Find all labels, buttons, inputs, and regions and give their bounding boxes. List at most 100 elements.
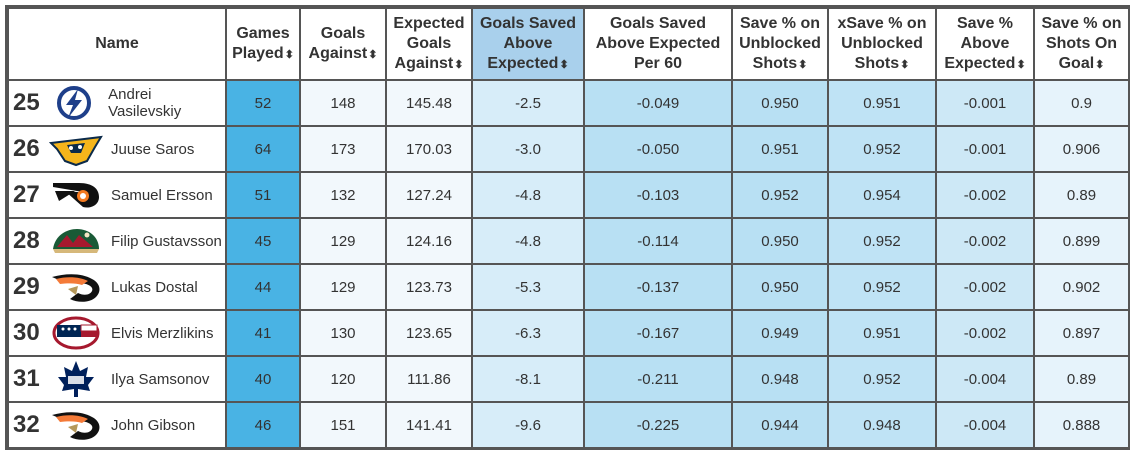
xsave-pct-unblocked-cell: 0.951: [827, 309, 937, 357]
expected-goals-against-cell: 123.65: [385, 309, 473, 357]
table-row[interactable]: 31 Ilya Samsonov 40 120 111.86 -8.1 -0.2…: [7, 355, 1130, 403]
games-played-cell: 64: [225, 125, 301, 173]
table-row[interactable]: 27 Samuel Ersson 51 132 127.24 -4.8 -0.1…: [7, 171, 1130, 219]
goals-against-cell: 129: [299, 263, 387, 311]
save-pct-above-expected-cell: -0.002: [935, 217, 1035, 265]
goals-against-cell: 151: [299, 401, 387, 449]
table-row[interactable]: 28 Filip Gustavsson 45 129 124.16 -4.8 -…: [7, 217, 1130, 265]
gsae-per60-cell: -0.049: [583, 79, 733, 127]
goals-against-cell: 130: [299, 309, 387, 357]
gsae-cell: -3.0: [471, 125, 585, 173]
table-row[interactable]: 25 Andrei Vasilevskiy 52 148 145.48 -2.5…: [7, 79, 1130, 127]
save-pct-unblocked-cell: 0.952: [731, 171, 829, 219]
header-label: xSave % on Unblocked Shots: [837, 14, 927, 72]
save-pct-sog-cell: 0.89: [1033, 171, 1130, 219]
header-xsave-pct-unblocked[interactable]: xSave % on Unblocked Shots⬍: [827, 7, 937, 81]
header-games-played[interactable]: Games Played⬍: [225, 7, 301, 81]
rank: 28: [13, 227, 40, 254]
header-label: Goals Saved Above Expected: [479, 14, 577, 72]
sort-icon: ⬍: [1016, 58, 1026, 71]
gsae-cell: -8.1: [471, 355, 585, 403]
sort-icon: ⬍: [900, 58, 910, 71]
gsae-cell: -4.8: [471, 171, 585, 219]
save-pct-unblocked-cell: 0.950: [731, 217, 829, 265]
minnesota-wild-logo-icon: [47, 220, 105, 262]
save-pct-unblocked-cell: 0.944: [731, 401, 829, 449]
gsae-per60-cell: -0.225: [583, 401, 733, 449]
gsae-per60-cell: -0.050: [583, 125, 733, 173]
player-name[interactable]: Andrei Vasilevskiy: [108, 86, 182, 120]
player-cell[interactable]: 26 Juuse Saros: [7, 125, 227, 173]
player-name[interactable]: John Gibson: [111, 416, 196, 434]
header-name[interactable]: Name: [7, 7, 227, 81]
rank: 26: [13, 135, 40, 162]
save-pct-sog-cell: 0.906: [1033, 125, 1130, 173]
rank: 27: [13, 181, 40, 208]
header-gsae-per60[interactable]: Goals Saved Above Expected Per 60: [583, 7, 733, 81]
save-pct-above-expected-cell: -0.002: [935, 171, 1035, 219]
columbus-blue-jackets-logo-icon: [47, 312, 105, 354]
expected-goals-against-cell: 127.24: [385, 171, 473, 219]
player-name[interactable]: Juuse Saros: [111, 140, 195, 158]
sort-icon: ⬍: [1095, 58, 1105, 71]
gsae-cell: -2.5: [471, 79, 585, 127]
save-pct-above-expected-cell: -0.001: [935, 79, 1035, 127]
player-name[interactable]: Samuel Ersson: [111, 186, 213, 204]
xsave-pct-unblocked-cell: 0.952: [827, 125, 937, 173]
gsae-per60-cell: -0.167: [583, 309, 733, 357]
expected-goals-against-cell: 145.48: [385, 79, 473, 127]
save-pct-above-expected-cell: -0.004: [935, 355, 1035, 403]
gsae-cell: -6.3: [471, 309, 585, 357]
player-cell[interactable]: 32 John Gibson: [7, 401, 227, 449]
header-row: Name Games Played⬍ Goals Against⬍ Expect…: [7, 7, 1130, 81]
header-label: Save % on Shots On Goal: [1041, 14, 1122, 72]
table-row[interactable]: 32 John Gibson 46 151 141.41 -9.6 -0.225…: [7, 401, 1130, 449]
games-played-cell: 44: [225, 263, 301, 311]
player-name[interactable]: Lukas Dostal: [111, 278, 198, 296]
games-played-cell: 52: [225, 79, 301, 127]
gsae-per60-cell: -0.114: [583, 217, 733, 265]
expected-goals-against-cell: 124.16: [385, 217, 473, 265]
header-label: Save % on Unblocked Shots: [739, 14, 821, 72]
games-played-cell: 46: [225, 401, 301, 449]
xsave-pct-unblocked-cell: 0.952: [827, 355, 937, 403]
nashville-predators-logo-icon: [47, 128, 105, 170]
goalie-stats-table-container: Name Games Played⬍ Goals Against⬍ Expect…: [5, 5, 1130, 450]
header-gsae[interactable]: Goals Saved Above Expected⬍: [471, 7, 585, 81]
rank: 30: [13, 319, 40, 346]
table-row[interactable]: 26 Juuse Saros 64 173 170.03 -3.0 -0.050…: [7, 125, 1130, 173]
header-save-pct-unblocked[interactable]: Save % on Unblocked Shots⬍: [731, 7, 829, 81]
header-goals-against[interactable]: Goals Against⬍: [299, 7, 387, 81]
header-label: Save % Above Expected: [944, 14, 1016, 72]
save-pct-sog-cell: 0.902: [1033, 263, 1130, 311]
save-pct-sog-cell: 0.888: [1033, 401, 1130, 449]
header-label: Goals Saved Above Expected Per 60: [595, 15, 721, 72]
player-name[interactable]: Ilya Samsonov: [111, 370, 210, 388]
player-cell[interactable]: 30 Elvis Merzlikins: [7, 309, 227, 357]
gsae-cell: -4.8: [471, 217, 585, 265]
header-save-pct-sog[interactable]: Save % on Shots On Goal⬍: [1033, 7, 1130, 81]
player-cell[interactable]: 29 Lukas Dostal: [7, 263, 227, 311]
anaheim-ducks-logo-icon: [47, 404, 105, 446]
save-pct-unblocked-cell: 0.951: [731, 125, 829, 173]
player-name[interactable]: Filip Gustavsson: [111, 232, 222, 250]
player-cell[interactable]: 28 Filip Gustavsson: [7, 217, 227, 265]
xsave-pct-unblocked-cell: 0.952: [827, 217, 937, 265]
header-save-pct-above-expected[interactable]: Save % Above Expected⬍: [935, 7, 1035, 81]
save-pct-sog-cell: 0.899: [1033, 217, 1130, 265]
gsae-cell: -9.6: [471, 401, 585, 449]
player-name[interactable]: Elvis Merzlikins: [111, 324, 214, 342]
table-row[interactable]: 30 Elvis Merzlikins 41 130 123.65 -6.3 -…: [7, 309, 1130, 357]
expected-goals-against-cell: 123.73: [385, 263, 473, 311]
header-label: Games Played: [232, 24, 290, 62]
player-cell[interactable]: 31 Ilya Samsonov: [7, 355, 227, 403]
table-header: Name Games Played⬍ Goals Against⬍ Expect…: [7, 7, 1130, 81]
table-row[interactable]: 29 Lukas Dostal 44 129 123.73 -5.3 -0.13…: [7, 263, 1130, 311]
player-cell[interactable]: 27 Samuel Ersson: [7, 171, 227, 219]
player-cell[interactable]: 25 Andrei Vasilevskiy: [7, 79, 227, 127]
goals-against-cell: 148: [299, 79, 387, 127]
save-pct-above-expected-cell: -0.002: [935, 309, 1035, 357]
save-pct-above-expected-cell: -0.004: [935, 401, 1035, 449]
header-expected-goals-against[interactable]: Expected Goals Against⬍: [385, 7, 473, 81]
xsave-pct-unblocked-cell: 0.954: [827, 171, 937, 219]
